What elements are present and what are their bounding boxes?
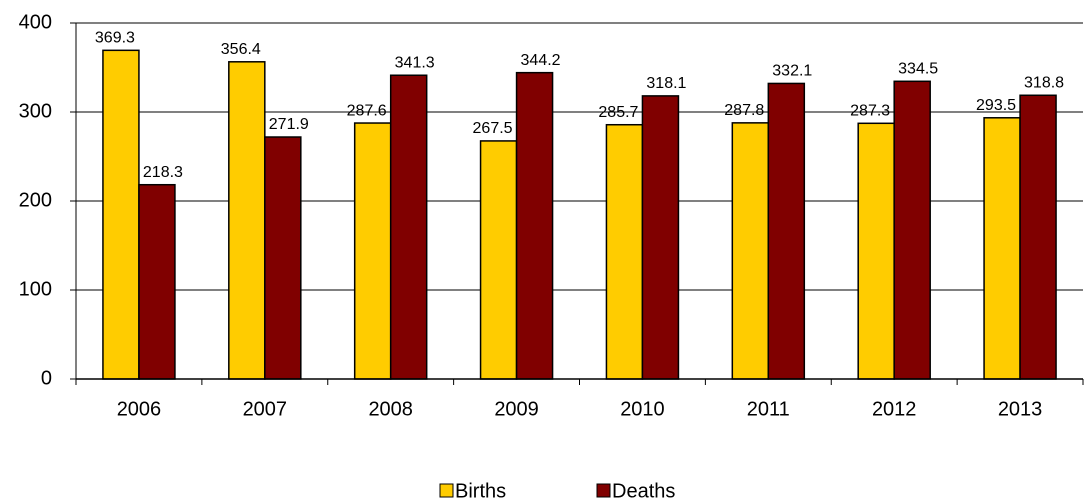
x-tick-label: 2013 — [998, 398, 1043, 420]
x-tick-label: 2010 — [620, 398, 665, 420]
bar — [102, 49, 140, 380]
bar — [731, 122, 770, 380]
data-label: 218.3 — [143, 164, 183, 181]
y-tick-label: 300 — [19, 100, 52, 122]
legend-swatch — [439, 483, 454, 498]
data-label: 287.6 — [347, 102, 387, 119]
legend-label: Deaths — [612, 480, 675, 502]
data-label: 287.3 — [850, 103, 890, 120]
data-label: 271.9 — [269, 116, 309, 133]
data-label: 356.4 — [221, 41, 261, 58]
data-label: 332.1 — [772, 63, 812, 80]
x-tick-label: 2006 — [117, 398, 162, 420]
bar — [857, 122, 895, 380]
x-tick-label: 2008 — [368, 398, 413, 420]
bar — [138, 183, 176, 380]
bar — [1019, 94, 1057, 380]
y-tick-label: 200 — [19, 189, 52, 211]
bar — [264, 136, 302, 380]
bar — [389, 74, 428, 380]
x-tick-label: 2009 — [494, 398, 539, 420]
data-label: 287.8 — [724, 102, 764, 119]
legend-swatch — [596, 483, 611, 498]
data-label: 318.8 — [1024, 74, 1064, 91]
y-tick-label: 100 — [19, 278, 52, 300]
x-tick-label: 2012 — [872, 398, 917, 420]
y-tick-label: 0 — [41, 367, 52, 389]
x-tick-label: 2007 — [243, 398, 288, 420]
data-label: 318.1 — [646, 75, 686, 92]
data-label: 267.5 — [473, 120, 513, 137]
bar — [228, 61, 266, 380]
bar — [353, 122, 392, 380]
bar — [479, 140, 518, 380]
y-tick-label: 400 — [19, 11, 52, 33]
data-label: 341.3 — [395, 54, 435, 71]
x-tick-label: 2011 — [747, 398, 790, 420]
data-label: 285.7 — [598, 104, 638, 121]
bar — [767, 82, 806, 380]
data-label: 334.5 — [898, 61, 938, 78]
bar — [605, 123, 644, 380]
data-label: 344.2 — [521, 52, 561, 69]
bar — [893, 80, 931, 380]
data-label: 369.3 — [95, 30, 135, 47]
legend-label: Births — [455, 480, 506, 502]
data-label: 293.5 — [976, 97, 1016, 114]
bar — [641, 95, 680, 380]
bar — [983, 117, 1021, 380]
bar — [515, 71, 554, 380]
